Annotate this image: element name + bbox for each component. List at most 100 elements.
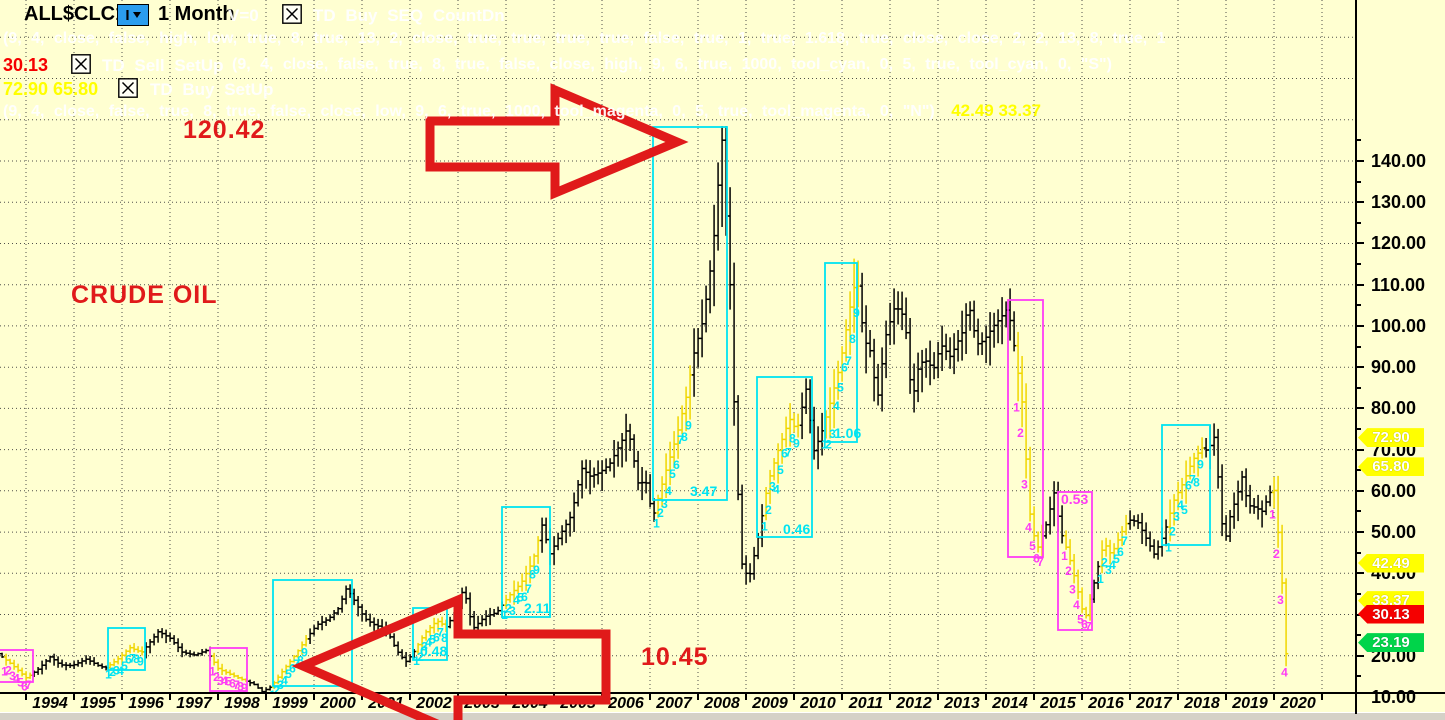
y-axis-tick [1357, 572, 1364, 575]
setup-count-digit: 6 [673, 458, 680, 472]
x-axis-tick [25, 694, 27, 700]
x-axis-tick [121, 694, 123, 700]
setup-count-digit: 1 [1, 665, 8, 679]
indicator1-params: (9, 4, close, false, high, low, true, 8,… [3, 30, 1166, 47]
setup-count-digit: 1 [209, 665, 216, 679]
y-axis-price-label: 10.00 [1371, 687, 1417, 707]
setup-count-digit: 7 [785, 446, 792, 460]
setup-count-digit: 5 [121, 659, 128, 673]
setup-count-digit: 9 [533, 563, 540, 577]
y-axis-tick [1357, 469, 1361, 472]
setup-count-digit: 2 [273, 683, 280, 692]
setup-count-digit: 5 [1029, 539, 1036, 553]
setup-count-digit: 7 [677, 433, 684, 447]
setup-count-digit: 4 [773, 483, 780, 497]
indicator2-params: (9, 4, close, false, true, 8, true, fals… [232, 56, 1112, 73]
y-axis-price-label: 110.00 [1371, 274, 1426, 295]
y-axis-price-label: 120.00 [1371, 233, 1427, 254]
checkbox-x-icon [118, 78, 138, 98]
setup-count-digit: 2 [765, 503, 772, 517]
setup-count-digit: 3 [829, 427, 836, 441]
setup-count-digit: 7 [129, 651, 136, 665]
x-axis-year-label: 2010 [800, 695, 836, 712]
indicator2-checkbox[interactable] [71, 54, 91, 74]
chevron-down-icon [132, 12, 141, 18]
y-axis-tick [1357, 139, 1361, 142]
y-axis-tick [1357, 428, 1361, 430]
setup-count-digit: 6 [841, 361, 848, 375]
setup-count-digit: 3 [1105, 563, 1112, 577]
setup-count-digit: 8 [789, 431, 796, 445]
indicator1-checkbox[interactable] [282, 4, 302, 24]
setup-count-digit: 4 [833, 399, 840, 413]
setup-count-digit: 4 [665, 484, 672, 498]
setup-count-digit: 2 [1065, 564, 1072, 578]
x-axis-tick [169, 694, 171, 700]
td-setup-boxes: 0.482.113.470.461.060.53 [0, 126, 1211, 692]
setup-count-digit: 3 [769, 479, 776, 493]
setup-count-digit: 7 [1189, 472, 1196, 486]
magenta-setup-box [1007, 299, 1044, 558]
bottom-scrollbar[interactable] [0, 712, 1445, 720]
setup-count-digit: 3 [1021, 478, 1028, 492]
setup-count-digit: 5 [777, 463, 784, 477]
x-axis-tick [697, 694, 699, 700]
x-axis-tick [889, 694, 891, 700]
setup-count-digit: 3 [661, 497, 668, 511]
indicator3-params: (9, 4, close, false, true, 8, true, fals… [3, 103, 935, 120]
checkbox-x-icon [282, 4, 302, 24]
indicator3-levels: 42.49 33.37 [951, 101, 1042, 120]
chart-header: ALL$CLC1 I 1 Month V=0 TD Buy SEQ CountD… [0, 0, 1353, 130]
setup-count-digit: 2 [5, 663, 12, 677]
setup-count-digit: 6 [21, 680, 28, 692]
setup-box-label: 0.53 [1061, 491, 1088, 507]
setup-count-digit: 9 [137, 655, 144, 669]
setup-count-digit: 1 [1165, 540, 1172, 554]
y-axis-price-label: 90.00 [1371, 357, 1417, 378]
setup-count-digit: 8 [133, 652, 140, 666]
price-flag-65.80: 65.80 [1358, 457, 1424, 477]
interval-dropdown-button[interactable]: I [117, 4, 149, 26]
setup-count-digit: 7 [25, 678, 32, 692]
price-flag-72.90: 72.90 [1358, 428, 1424, 448]
setup-count-digit: 7 [1085, 620, 1092, 634]
x-axis-year-label: 2017 [1136, 695, 1172, 712]
setup-count-digit: 3 [1277, 593, 1284, 607]
setup-count-digit: 2 [1169, 525, 1176, 539]
y-axis-tick [1357, 592, 1361, 595]
setup-count-digit: 4 [13, 672, 20, 686]
x-axis-year-label: 2005 [560, 695, 596, 712]
x-axis-tick [1225, 694, 1227, 700]
setup-box-label: 0.46 [783, 521, 810, 537]
indicator3-params-row: (9, 4, close, false, true, 8, true, fals… [3, 101, 1041, 121]
y-axis-tick [1357, 448, 1364, 451]
x-axis-year-label: 2011 [848, 695, 884, 712]
y-axis-tick [1357, 324, 1364, 327]
x-axis-tick [841, 694, 843, 700]
indicator2-name: TD Sell SetUp [102, 56, 224, 75]
price-flag-23.19: 23.19 [1358, 633, 1424, 653]
setup-count-digit: 6 [1185, 479, 1192, 493]
high-target-label: 120.42 [183, 116, 266, 144]
x-axis-tick [985, 694, 987, 700]
y-axis-tick [1357, 551, 1361, 554]
x-axis-year-label: 2003 [464, 695, 500, 712]
x-axis-year-label: 2007 [656, 695, 692, 712]
x-axis-year-label: 2020 [1280, 695, 1316, 712]
y-axis-tick [1357, 345, 1361, 348]
x-axis-year-label: 2000 [320, 695, 356, 712]
setup-count-digit: 4 [1025, 520, 1032, 534]
indicator2-value: 30.13 [3, 55, 49, 75]
indicator3-values: 72.90 65.80 [3, 79, 99, 99]
y-axis-tick [1357, 407, 1364, 410]
setup-count-digit: 7 [525, 582, 532, 596]
x-axis-year-label: 1994 [32, 695, 68, 712]
x-axis-tick [1033, 694, 1035, 700]
setup-count-digit: 4 [281, 673, 288, 687]
y-axis-tick [1357, 510, 1361, 513]
indicator3-checkbox[interactable] [118, 78, 138, 98]
x-axis-year-label: 1999 [272, 695, 308, 712]
setup-count-digit: 4 [117, 664, 124, 678]
magenta-setup-box [1057, 491, 1093, 631]
